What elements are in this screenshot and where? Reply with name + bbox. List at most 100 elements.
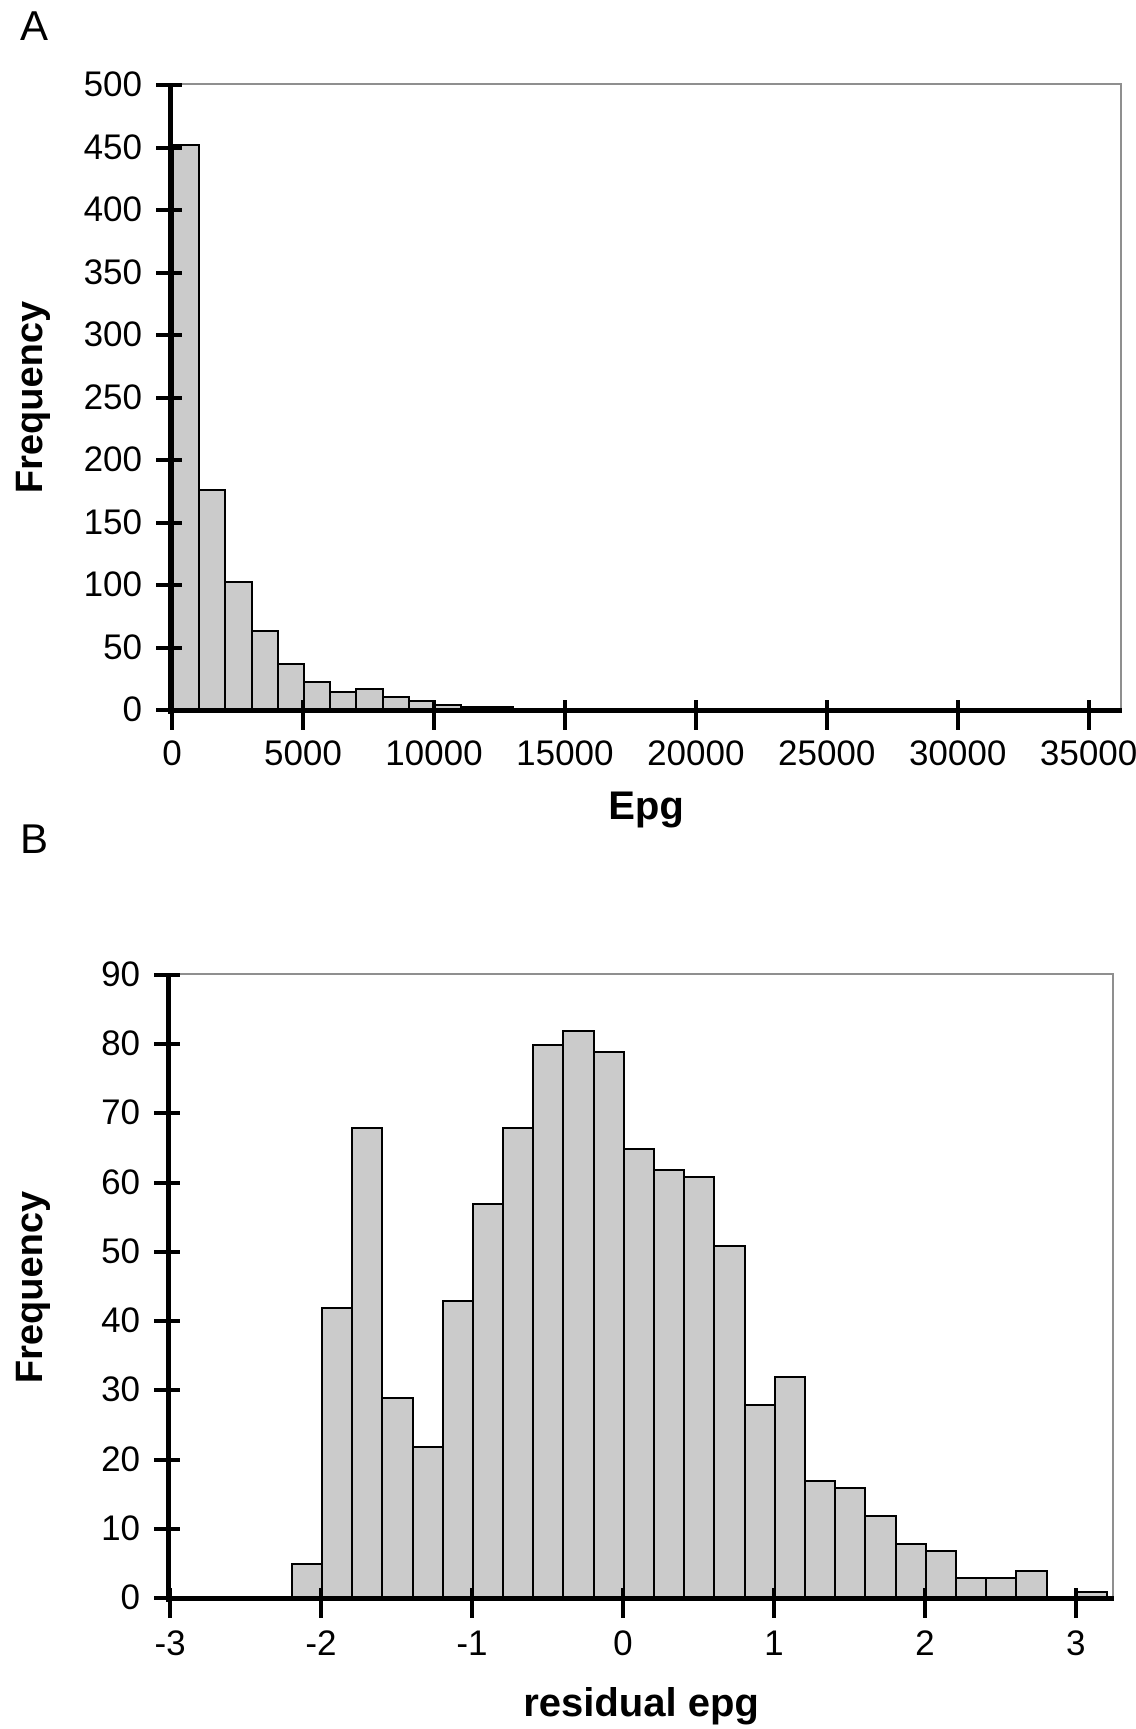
histogram-bar <box>381 1397 414 1600</box>
x-tick <box>431 700 436 730</box>
y-tick-label: 30 <box>101 1370 140 1410</box>
histogram-bar <box>198 489 226 712</box>
histogram-bar <box>713 1245 746 1600</box>
histogram-bar <box>623 1148 655 1600</box>
y-tick-label: 200 <box>83 440 142 479</box>
right-frame-line <box>1112 973 1114 1598</box>
x-tick-label: 2 <box>915 1624 935 1663</box>
y-tick <box>156 520 182 525</box>
y-tick <box>154 1388 180 1393</box>
x-tick <box>620 1588 625 1618</box>
histogram-bar <box>351 1127 383 1600</box>
y-tick-label: 400 <box>83 190 142 229</box>
y-tick-label: 10 <box>101 1508 140 1548</box>
x-tick <box>318 1588 323 1618</box>
x-tick <box>955 700 960 730</box>
histogram-bar <box>562 1030 595 1600</box>
histogram-bar <box>172 144 200 712</box>
x-tick-label: -1 <box>456 1624 488 1663</box>
x-tick-label: 20000 <box>647 734 745 773</box>
y-tick-label: 70 <box>101 1093 140 1133</box>
y-tick <box>154 1526 180 1531</box>
y-tick <box>156 458 182 462</box>
y-tick-label: 0 <box>122 690 142 729</box>
y-tick <box>154 1042 180 1047</box>
y-tick <box>156 395 182 400</box>
x-tick <box>168 1588 172 1618</box>
x-tick <box>922 1588 927 1618</box>
y-tick-label: 50 <box>103 627 142 667</box>
histogram-bar <box>864 1515 897 1600</box>
panel-b-letter: B <box>20 815 49 862</box>
x-tick-label: 25000 <box>778 734 876 773</box>
x-tick-label: -3 <box>154 1624 186 1663</box>
histogram-bar <box>744 1404 776 1600</box>
y-tick <box>156 208 182 212</box>
y-tick <box>156 333 182 337</box>
y-tick-label: 40 <box>101 1301 140 1341</box>
y-tick <box>156 83 182 87</box>
y-tick <box>154 1596 180 1600</box>
x-tick-label: 10000 <box>385 734 483 773</box>
y-tick-label: 450 <box>83 127 142 167</box>
top-gridline <box>170 973 1114 975</box>
y-tick <box>154 1249 180 1254</box>
y-tick <box>156 708 182 712</box>
histogram-bar <box>472 1203 504 1600</box>
y-tick-label: 20 <box>101 1439 140 1479</box>
histogram-bar <box>532 1044 564 1600</box>
histogram-bar <box>804 1480 836 1600</box>
x-axis <box>168 708 1122 713</box>
y-tick-label: 100 <box>83 565 142 604</box>
x-tick-label: -2 <box>305 1624 337 1663</box>
y-tick <box>156 583 182 587</box>
histogram-bar <box>593 1051 625 1600</box>
y-tick <box>156 270 182 275</box>
x-axis <box>166 1596 1114 1601</box>
x-tick-label: 5000 <box>264 734 342 773</box>
x-tick-label: 35000 <box>1039 734 1136 773</box>
histogram-bar <box>502 1127 534 1600</box>
y-tick <box>154 1457 180 1462</box>
x-tick-label: 1 <box>764 1624 784 1663</box>
y-axis <box>166 973 171 1602</box>
x-tick-label: 30000 <box>908 734 1007 773</box>
x-tick <box>562 700 567 730</box>
y-tick-label: 500 <box>83 65 142 104</box>
x-tick <box>771 1588 776 1618</box>
x-tick <box>300 700 305 730</box>
y-tick-label: 0 <box>120 1578 140 1617</box>
y-tick <box>156 645 182 650</box>
y-tick-label: 350 <box>83 252 142 292</box>
histogram-bar <box>774 1376 806 1600</box>
x-tick-label: 0 <box>162 734 182 773</box>
x-tick-label: 0 <box>613 1624 633 1663</box>
panel-a-letter: A <box>20 2 49 49</box>
x-tick <box>1086 700 1091 730</box>
histogram-bar <box>834 1487 866 1600</box>
histogram-bar <box>653 1169 685 1600</box>
y-tick <box>154 1319 180 1324</box>
x-tick <box>469 1588 474 1618</box>
histogram-bar <box>925 1550 957 1600</box>
y-tick-label: 250 <box>83 377 142 417</box>
y-tick-label: 60 <box>101 1162 140 1202</box>
top-gridline <box>172 83 1122 85</box>
x-tick <box>170 700 174 730</box>
y-tick-label: 50 <box>101 1231 140 1271</box>
panel-b-x-axis-title: residual epg <box>523 1681 759 1725</box>
y-tick <box>154 1180 180 1185</box>
right-frame-line <box>1120 83 1122 710</box>
y-tick <box>154 1111 180 1116</box>
x-tick-label: 3 <box>1066 1624 1086 1663</box>
y-tick-label: 150 <box>83 502 142 542</box>
panel-a-x-axis-title: Epg <box>608 784 684 828</box>
y-tick-label: 80 <box>101 1024 140 1064</box>
x-tick <box>693 700 698 730</box>
y-tick <box>156 145 182 150</box>
x-tick <box>1073 1588 1078 1618</box>
y-tick-label: 300 <box>83 315 142 354</box>
